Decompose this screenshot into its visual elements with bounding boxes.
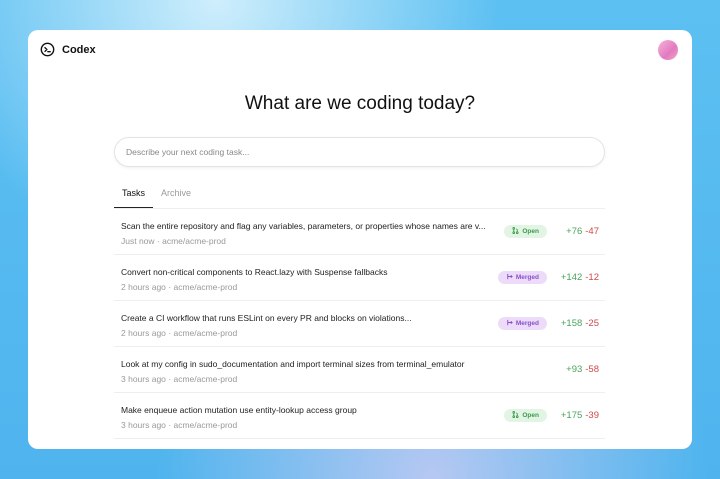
deletions: -47 <box>585 226 599 237</box>
brand[interactable]: Codex <box>40 42 96 57</box>
status-badge[interactable]: Merged <box>497 271 547 284</box>
additions: +158 <box>560 318 583 329</box>
task-row[interactable]: Scan the entire repository and flag any … <box>114 209 605 255</box>
merge-icon <box>506 273 513 282</box>
task-repo: acme/acme-prod <box>173 420 238 430</box>
additions: +175 <box>560 410 583 421</box>
additions: +93 <box>566 364 583 375</box>
task-repo: acme/acme-prod <box>173 374 238 384</box>
status-badge[interactable]: Merged <box>497 317 547 330</box>
task-time: Just now <box>121 236 155 246</box>
diff-stats: +93 -58 <box>566 364 599 375</box>
deletions: -25 <box>585 318 599 329</box>
tab-archive[interactable]: Archive <box>161 188 192 198</box>
task-time: 2 hours ago <box>121 328 166 338</box>
diff-stats: +76 -47 <box>566 226 599 237</box>
tab-tasks[interactable]: Tasks <box>114 185 154 208</box>
task-input[interactable] <box>114 137 605 167</box>
deletions: -58 <box>585 364 599 375</box>
task-title: Look at my config in sudo_documentation … <box>121 359 465 369</box>
app-name: Codex <box>62 43 96 56</box>
merge-icon <box>506 319 513 328</box>
task-time: 2 hours ago <box>121 282 166 292</box>
status-badge[interactable]: Open <box>504 409 547 422</box>
task-title: Scan the entire repository and flag any … <box>121 221 486 231</box>
additions: +142 <box>560 272 583 283</box>
pull-request-icon <box>512 411 519 420</box>
task-list: Scan the entire repository and flag any … <box>114 208 605 439</box>
task-meta: 2 hours ago · acme/acme-prod <box>121 328 238 338</box>
task-time: 3 hours ago <box>121 374 166 384</box>
task-time: 3 hours ago <box>121 420 166 430</box>
task-meta: 3 hours ago · acme/acme-prod <box>121 374 238 384</box>
task-title: Convert non-critical components to React… <box>121 267 388 277</box>
task-row[interactable]: Create a CI workflow that runs ESLint on… <box>114 301 605 347</box>
diff-stats: +158 -25 <box>561 318 599 329</box>
deletions: -39 <box>585 410 599 421</box>
status-badge[interactable]: Open <box>504 225 547 238</box>
additions: +76 <box>566 226 583 237</box>
deletions: -12 <box>585 272 599 283</box>
user-avatar[interactable] <box>658 40 678 60</box>
task-repo: acme/acme-prod <box>173 282 238 292</box>
terminal-circle-icon <box>40 42 55 57</box>
task-repo: acme/acme-prod <box>173 328 238 338</box>
task-repo: acme/acme-prod <box>162 236 226 246</box>
diff-stats: +175 -39 <box>561 410 599 421</box>
diff-stats: +142 -12 <box>561 272 599 283</box>
app-window: Codex What are we coding today? Tasks Ar… <box>28 30 692 449</box>
pull-request-icon <box>512 227 519 236</box>
task-row[interactable]: Convert non-critical components to React… <box>114 255 605 301</box>
task-meta: Just now · acme/acme-prod <box>121 236 226 246</box>
tabs: Tasks Archive <box>114 185 199 208</box>
task-meta: 2 hours ago · acme/acme-prod <box>121 282 238 292</box>
task-title: Make enqueue action mutation use entity-… <box>121 405 357 415</box>
page-title: What are we coding today? <box>244 93 476 114</box>
task-title: Create a CI workflow that runs ESLint on… <box>121 313 412 323</box>
task-row[interactable]: Make enqueue action mutation use entity-… <box>114 393 605 439</box>
task-row[interactable]: Look at my config in sudo_documentation … <box>114 347 605 393</box>
task-meta: 3 hours ago · acme/acme-prod <box>121 420 238 430</box>
